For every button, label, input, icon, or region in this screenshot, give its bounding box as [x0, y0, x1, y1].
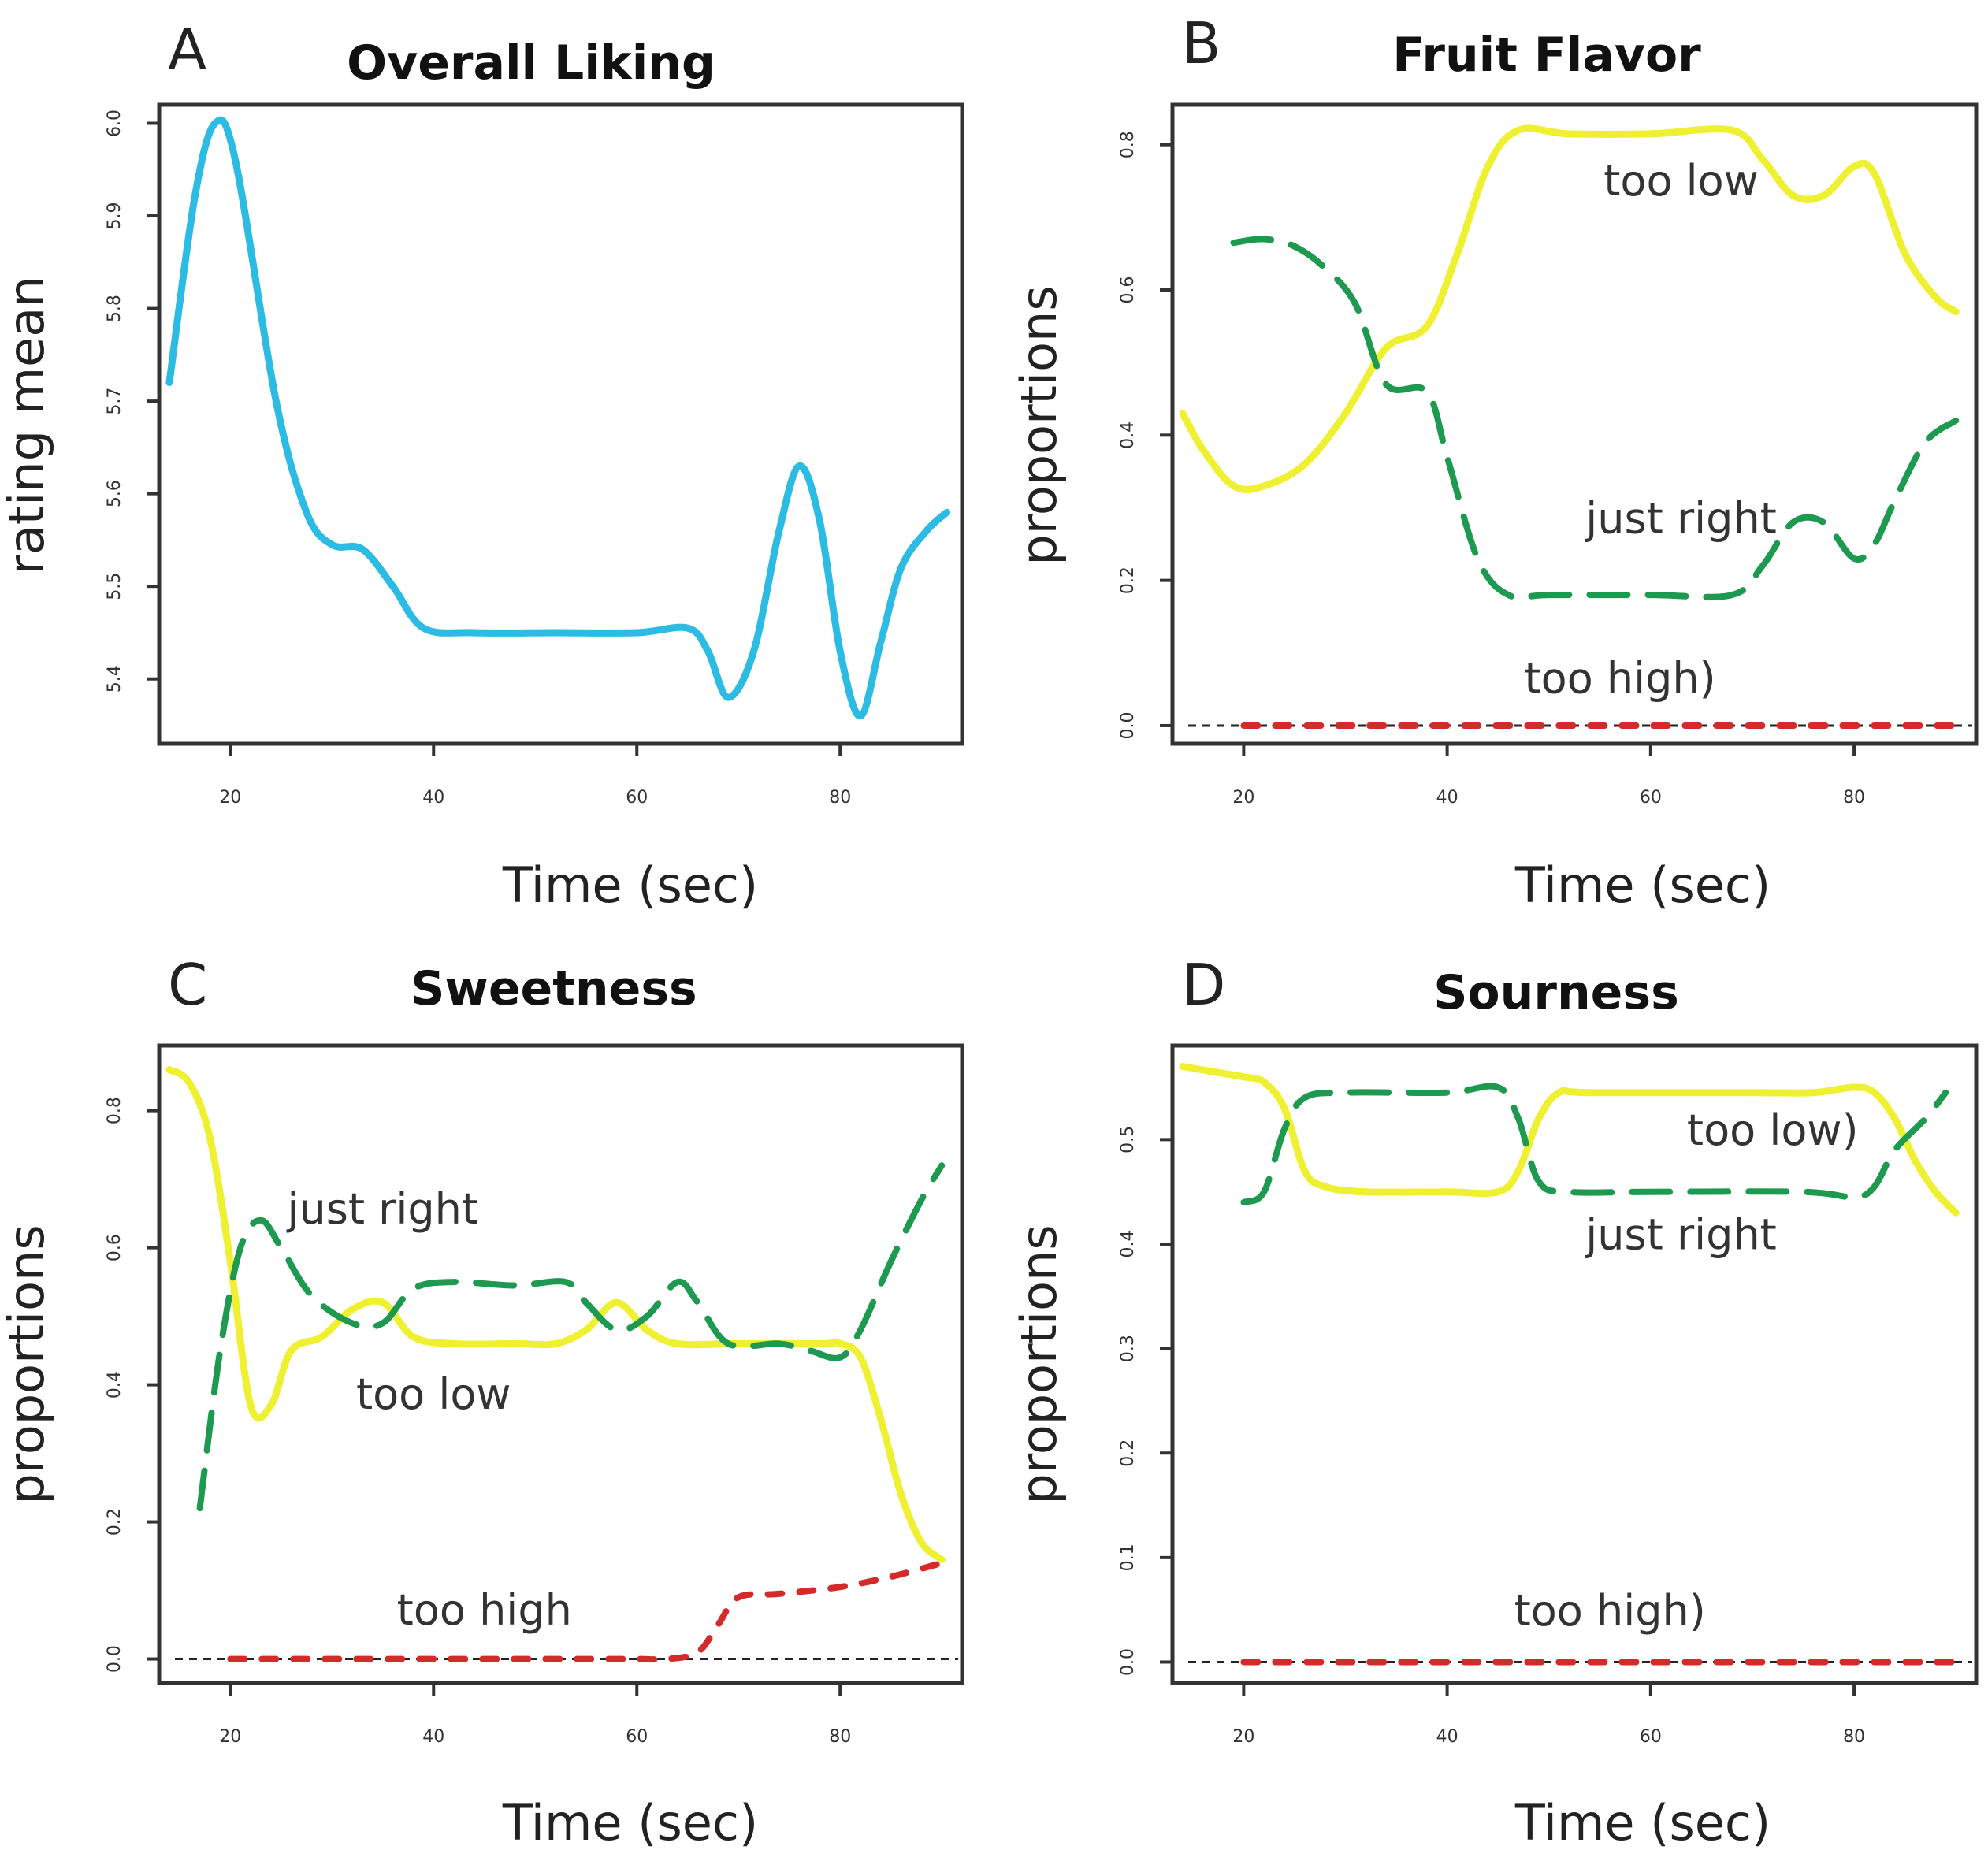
- panel-b-xtick-label: 80: [1843, 788, 1865, 808]
- panel-c-series-too-high: [227, 1559, 946, 1663]
- panel-b-xtick-label: 40: [1436, 788, 1458, 808]
- panel-c-letter: C: [168, 952, 207, 1018]
- panel-b-annotation-just-right: just right: [1585, 494, 1777, 544]
- panel-d-xtick-label: 20: [1232, 1727, 1254, 1747]
- panel-b-title: Fruit Flavor: [1392, 28, 1701, 83]
- panel-a-letter: A: [168, 17, 206, 83]
- panel-c-annotation-too-high: too high: [397, 1585, 572, 1635]
- panel-d-ytick-label: 0.5: [1118, 1126, 1138, 1153]
- panel-a-title: Overall Liking: [347, 35, 715, 91]
- panel-b-xtick-label: 20: [1232, 788, 1254, 808]
- panel-d-series-just-right: [1240, 1083, 1949, 1205]
- panel-c: C Sweetness 20 40 60 80 0.0 0.2 0.4 0.6 0.8 Time (s…: [0, 952, 964, 1852]
- panel-a-y-axis-label: rating mean: [0, 276, 55, 574]
- panel-b-ytick-label: 0.6: [1118, 277, 1138, 304]
- panel-c-ytick-label: 0.8: [105, 1097, 124, 1124]
- panel-d-y-axis-label: proportions: [1010, 1224, 1068, 1504]
- panel-a-series-overall-liking: [165, 116, 951, 720]
- panel-d-ytick-label: 0.0: [1118, 1648, 1138, 1676]
- panel-c-xtick-label: 60: [626, 1727, 648, 1747]
- panel-c-ytick-label: 0.6: [105, 1234, 124, 1261]
- panel-c-annotation-just-right: just right: [286, 1184, 478, 1234]
- panel-c-ytick-label: 0.0: [105, 1645, 124, 1673]
- panel-d-series-too-low: [1179, 1063, 1960, 1217]
- panel-b-series-too-low: [1179, 124, 1960, 493]
- panel-a-xtick-label: 40: [422, 788, 444, 808]
- panel-b-ytick-label: 0.0: [1118, 711, 1138, 739]
- panel-c-series-just-right: [196, 1162, 946, 1512]
- panel-d-xtick-label: 80: [1843, 1727, 1865, 1747]
- panel-c-ytick-label: 0.4: [105, 1371, 124, 1399]
- panel-b-ytick-label: 0.4: [1118, 422, 1138, 449]
- panel-a-ytick-label: 6.0: [105, 110, 124, 137]
- panel-b-ytick-label: 0.2: [1118, 566, 1138, 594]
- panel-c-series-too-low: [165, 1065, 946, 1563]
- panel-d-ytick-label: 0.1: [1118, 1543, 1138, 1571]
- panel-b-annotation-too-high: too high): [1524, 653, 1715, 703]
- panel-c-title: Sweetness: [411, 961, 697, 1016]
- panel-b: B Fruit Flavor 20 40 60 80 0.0 0.2 0.4 0.6 0.8 Time…: [1010, 10, 1979, 914]
- panel-a-plot-frame: [157, 102, 964, 746]
- panel-d-title: Sourness: [1433, 965, 1679, 1020]
- panel-c-annotation-too-low: too low: [356, 1369, 511, 1419]
- panel-d-xtick-label: 40: [1436, 1727, 1458, 1747]
- panel-d: D Sourness 20 40 60 80 0.0 0.1 0.2 0.3 0.4 0.5 Time …: [1010, 952, 1979, 1852]
- panel-a-ytick-label: 5.5: [105, 573, 124, 600]
- panel-d-letter: D: [1182, 952, 1225, 1018]
- panel-b-series-just-right: [1230, 236, 1960, 601]
- panel-a-ytick-label: 5.4: [105, 665, 124, 693]
- panel-b-letter: B: [1182, 10, 1221, 76]
- panel-a-xtick-label: 80: [829, 788, 851, 808]
- panel-d-ytick-label: 0.3: [1118, 1335, 1138, 1362]
- panel-d-ytick-label: 0.2: [1118, 1439, 1138, 1467]
- panel-a-ytick-label: 5.9: [105, 202, 124, 230]
- panel-c-y-axis-label: proportions: [0, 1224, 55, 1504]
- panel-c-ytick-label: 0.2: [105, 1508, 124, 1536]
- panel-b-annotation-too-low: too low: [1603, 156, 1759, 206]
- panel-b-xtick-label: 60: [1640, 788, 1662, 808]
- panel-a-x-axis-label: Time (sec): [502, 856, 758, 914]
- panel-c-plot-frame: [157, 1043, 964, 1685]
- panel-a-xtick-label: 20: [219, 788, 241, 808]
- panel-d-xtick-label: 60: [1640, 1727, 1662, 1747]
- panel-d-annotation-too-low: too low): [1687, 1105, 1859, 1155]
- panel-a-xtick-label: 60: [626, 788, 648, 808]
- panel-b-x-axis-label: Time (sec): [1514, 856, 1771, 914]
- panel-a-ytick-label: 5.8: [105, 295, 124, 322]
- panel-c-xtick-label: 80: [829, 1727, 851, 1747]
- panel-c-xtick-label: 40: [422, 1727, 444, 1747]
- panel-a-ytick-label: 5.7: [105, 388, 124, 415]
- panel-d-x-axis-label: Time (sec): [1514, 1794, 1771, 1852]
- panel-c-xtick-label: 20: [219, 1727, 241, 1747]
- panel-c-x-axis-label: Time (sec): [502, 1794, 758, 1852]
- panel-d-annotation-too-high: too high): [1514, 1586, 1706, 1636]
- panel-b-ytick-label: 0.8: [1118, 131, 1138, 158]
- panel-b-y-axis-label: proportions: [1010, 285, 1068, 565]
- panel-d-ytick-label: 0.4: [1118, 1230, 1138, 1257]
- panel-d-annotation-just-right: just right: [1585, 1210, 1777, 1260]
- panel-b-plot-frame: [1170, 102, 1979, 746]
- panel-d-plot-frame: [1170, 1043, 1979, 1685]
- panel-a: A Overall Liking 20 40 60 80 5.4 5.5 5.6 5.7 5.8 5.…: [0, 17, 964, 914]
- panel-a-ytick-label: 5.6: [105, 480, 124, 507]
